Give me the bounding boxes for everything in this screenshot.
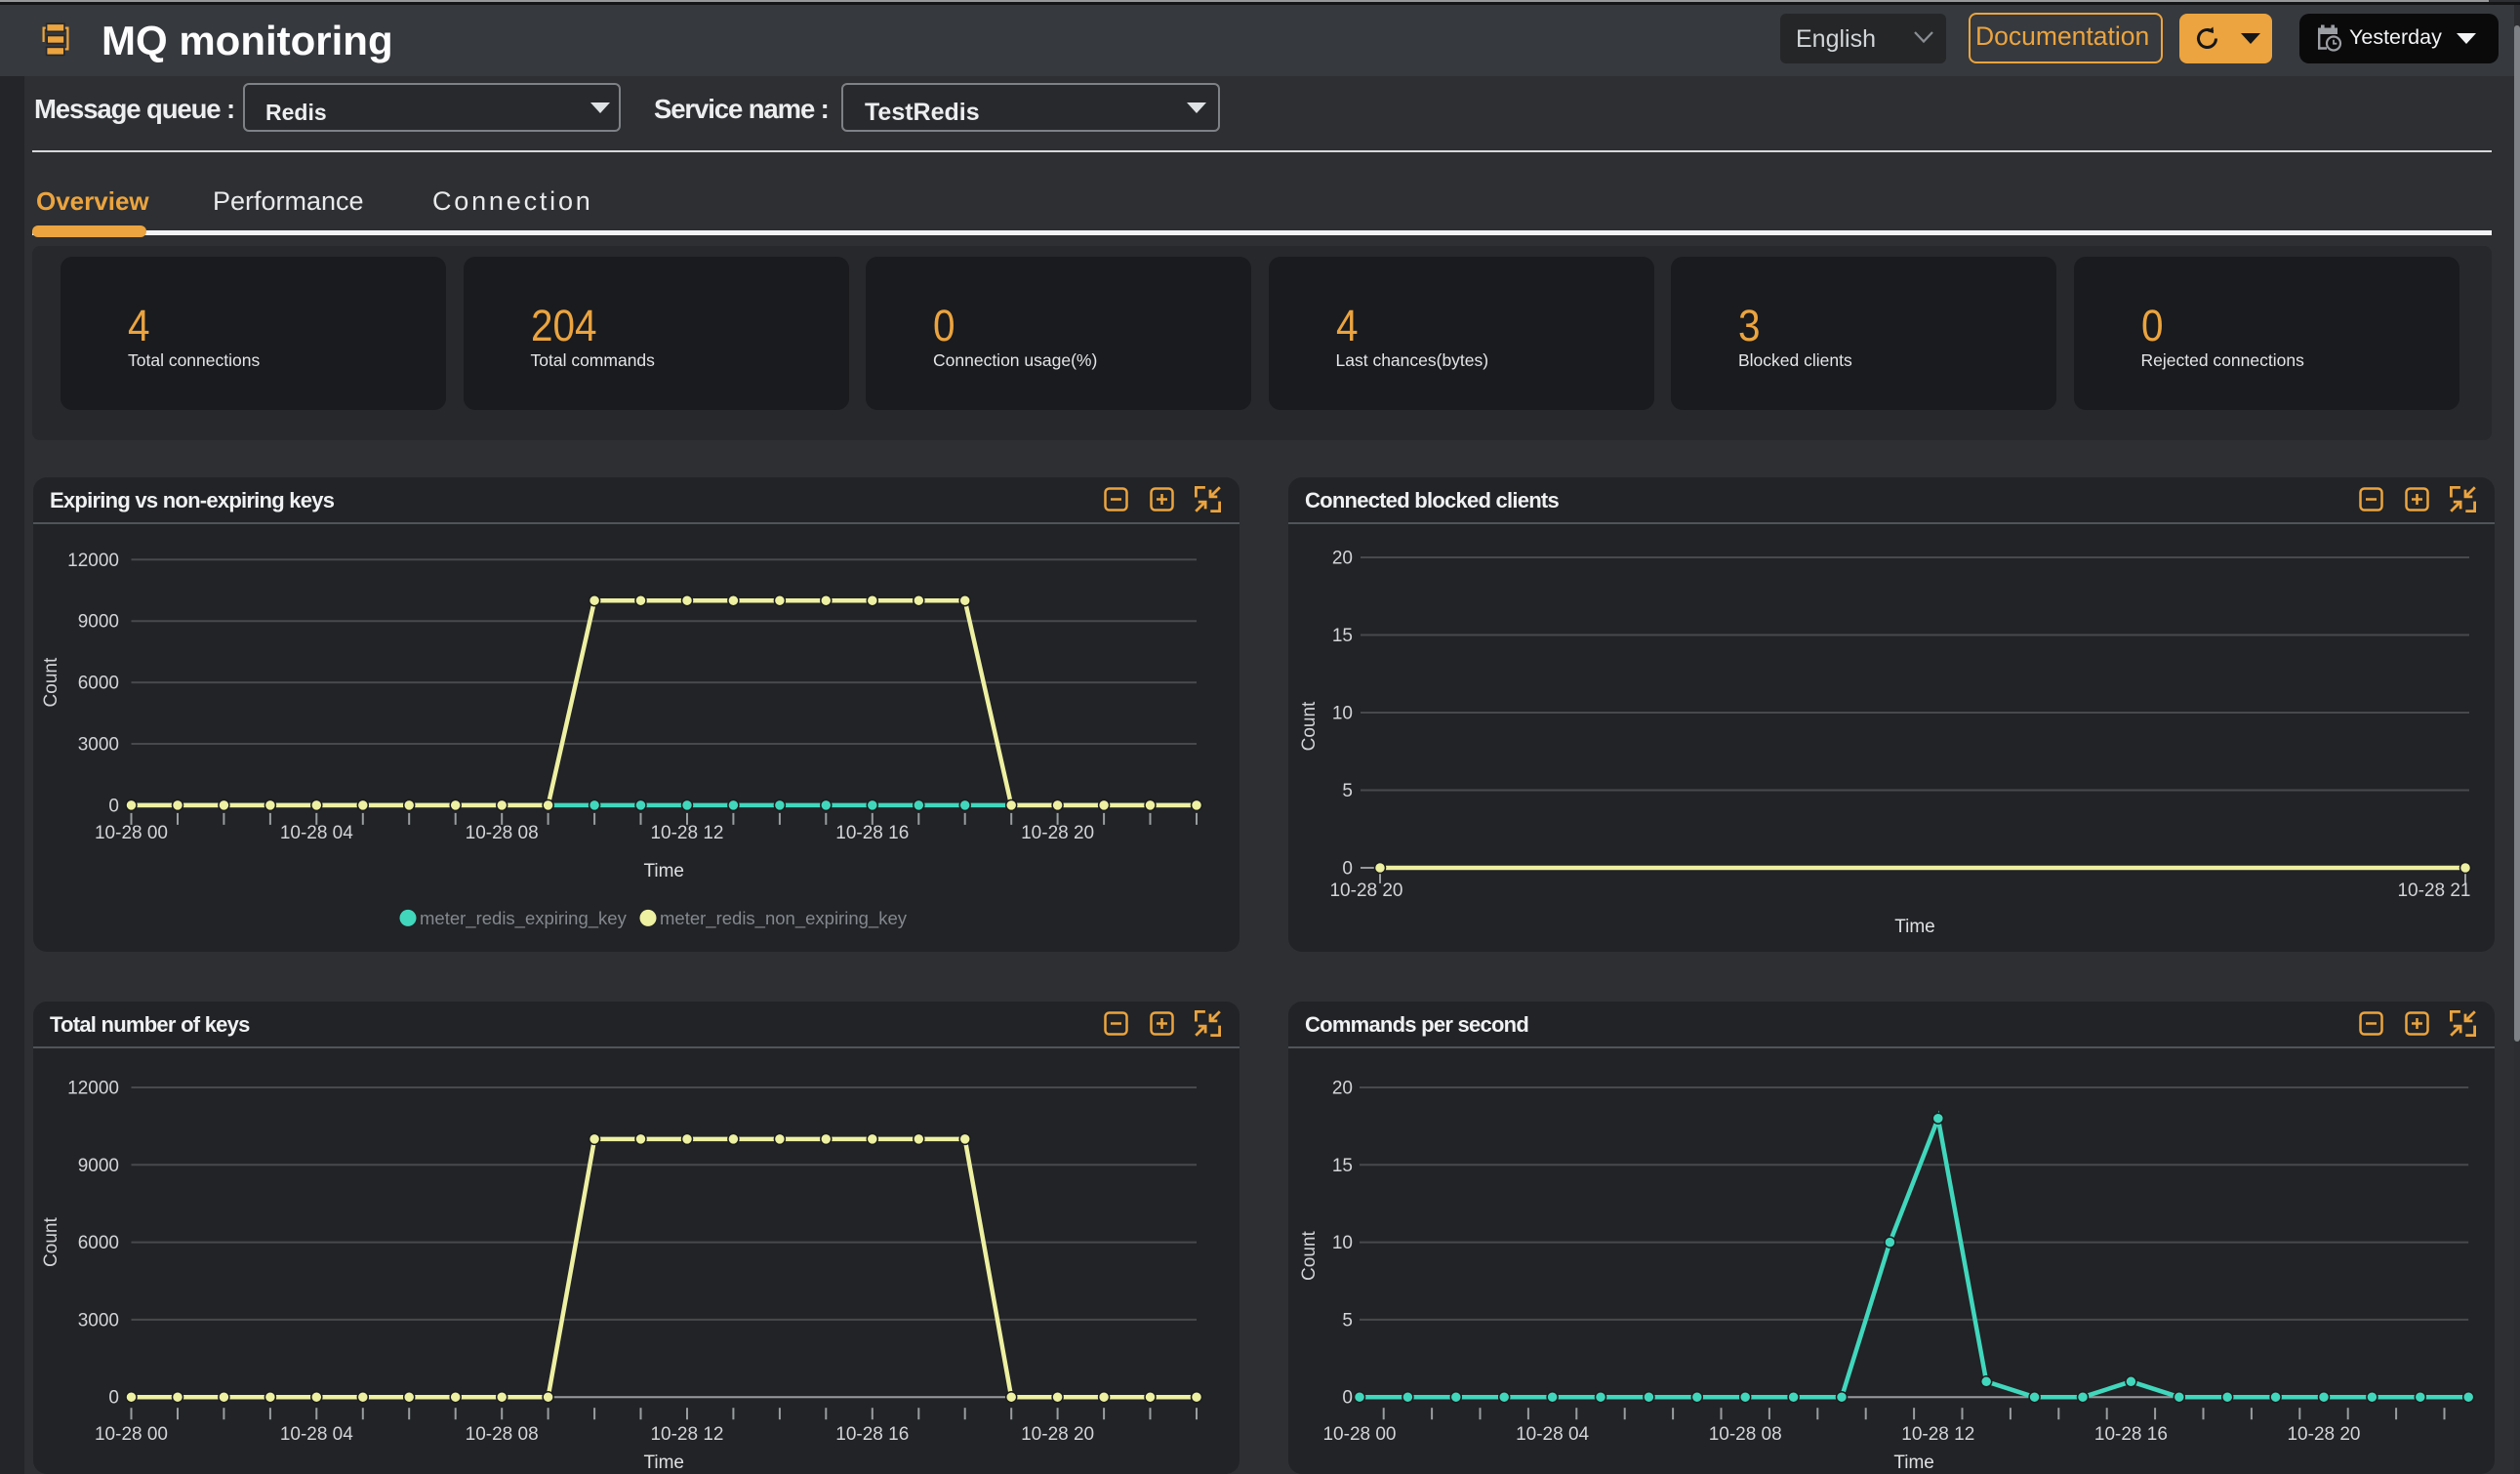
svg-text:Count: Count xyxy=(1299,701,1320,751)
svg-text:5: 5 xyxy=(1342,1310,1353,1331)
svg-text:6000: 6000 xyxy=(78,1233,119,1253)
svg-text:5: 5 xyxy=(1342,781,1353,801)
svg-text:10-28 08: 10-28 08 xyxy=(1709,1424,1782,1445)
svg-text:10-28 00: 10-28 00 xyxy=(95,1424,168,1445)
svg-text:meter_redis_non_expiring_key: meter_redis_non_expiring_key xyxy=(660,908,908,929)
svg-text:10-28 16: 10-28 16 xyxy=(2094,1424,2168,1445)
svg-text:3000: 3000 xyxy=(78,735,119,756)
svg-text:10-28 20: 10-28 20 xyxy=(1021,823,1094,843)
svg-text:Count: Count xyxy=(1299,1231,1320,1281)
svg-text:6000: 6000 xyxy=(78,674,119,694)
svg-text:3000: 3000 xyxy=(78,1310,119,1331)
svg-text:10-28 21: 10-28 21 xyxy=(2397,880,2470,901)
svg-text:15: 15 xyxy=(1332,1156,1353,1176)
svg-text:10-28 04: 10-28 04 xyxy=(1516,1424,1589,1445)
svg-text:Time: Time xyxy=(1893,1453,1934,1473)
svg-text:10-28 04: 10-28 04 xyxy=(280,823,353,843)
svg-text:10-28 00: 10-28 00 xyxy=(1322,1424,1396,1445)
svg-text:10: 10 xyxy=(1332,704,1353,724)
svg-text:10-28 20: 10-28 20 xyxy=(1021,1424,1094,1445)
svg-text:9000: 9000 xyxy=(78,1156,119,1176)
svg-text:20: 20 xyxy=(1332,549,1353,569)
svg-text:12000: 12000 xyxy=(67,551,119,571)
svg-text:Time: Time xyxy=(1894,917,1935,937)
svg-text:0: 0 xyxy=(1342,859,1353,880)
svg-text:0: 0 xyxy=(1342,1388,1353,1409)
svg-text:9000: 9000 xyxy=(78,612,119,633)
svg-text:Count: Count xyxy=(41,657,61,707)
svg-text:10-28 12: 10-28 12 xyxy=(1901,1424,1974,1445)
svg-text:12000: 12000 xyxy=(67,1079,119,1099)
svg-text:20: 20 xyxy=(1332,1079,1353,1099)
svg-text:10-28 08: 10-28 08 xyxy=(466,823,539,843)
svg-text:10-28 00: 10-28 00 xyxy=(95,823,168,843)
svg-text:10-28 04: 10-28 04 xyxy=(280,1424,353,1445)
svg-text:Count: Count xyxy=(41,1217,61,1267)
svg-text:10-28 16: 10-28 16 xyxy=(835,823,909,843)
svg-text:15: 15 xyxy=(1332,626,1353,646)
svg-text:10-28 20: 10-28 20 xyxy=(2287,1424,2360,1445)
svg-text:10-28 16: 10-28 16 xyxy=(835,1424,909,1445)
svg-text:0: 0 xyxy=(108,796,119,816)
svg-text:Time: Time xyxy=(643,1453,684,1473)
svg-text:10-28 12: 10-28 12 xyxy=(650,823,723,843)
svg-text:meter_redis_expiring_key: meter_redis_expiring_key xyxy=(420,908,628,929)
svg-text:10: 10 xyxy=(1332,1233,1353,1253)
svg-text:0: 0 xyxy=(108,1388,119,1409)
svg-text:10-28 20: 10-28 20 xyxy=(1329,880,1402,901)
svg-text:Time: Time xyxy=(643,861,684,881)
svg-text:10-28 12: 10-28 12 xyxy=(650,1424,723,1445)
svg-text:10-28 08: 10-28 08 xyxy=(466,1424,539,1445)
